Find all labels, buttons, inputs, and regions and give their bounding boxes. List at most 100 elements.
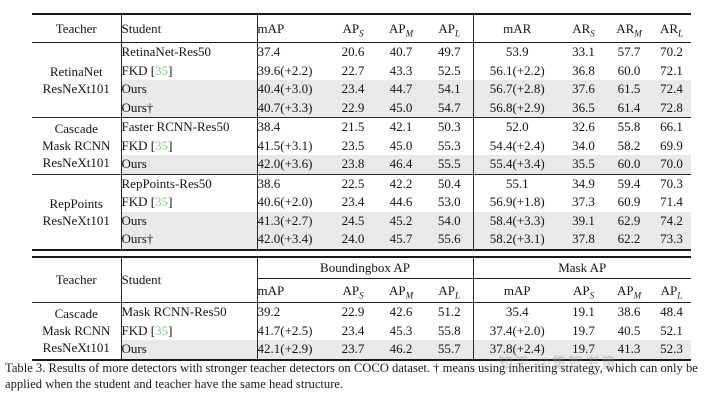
metric-value: 40.4(+3.0) bbox=[257, 81, 313, 96]
metric-value: 54.7 bbox=[426, 98, 474, 118]
table-row: FKD [35] 41.7(+2.5) 23.4 45.3 55.8 37.4(+2.0)… bbox=[32, 321, 691, 340]
results-table-mask: Teacher Student Boundingbox AP Mask AP mAP AP… bbox=[32, 256, 691, 361]
col-header-metric: mAP bbox=[257, 278, 330, 303]
metric-value: 57.7 bbox=[606, 42, 652, 62]
metric-value: 19.1 bbox=[561, 302, 606, 322]
metric-value: 72.4 bbox=[660, 81, 683, 96]
metric-value: 70.2 bbox=[652, 42, 691, 62]
col-header-metric: ARL bbox=[652, 14, 691, 43]
group-header: Boundingbox AP bbox=[257, 257, 474, 279]
metric-value: 52.3 bbox=[660, 341, 683, 356]
metric-value: 69.9 bbox=[660, 137, 683, 153]
col-header-metric: APL bbox=[426, 278, 474, 303]
metric-value: 42.0(+3.6) bbox=[257, 156, 313, 171]
col-header-metric: APM bbox=[606, 278, 652, 303]
metric-value: 24.0 bbox=[341, 231, 365, 246]
metric-value: 56.8(+2.9) bbox=[489, 99, 545, 115]
metric-value: 34.0 bbox=[572, 137, 595, 153]
table-row: Ours† 42.0(+3.4) 24.0 45.7 55.6 58.2(+3.1) 37.… bbox=[32, 230, 691, 250]
table-row: Ours 40.4(+3.0) 23.4 44.7 54.1 56.7(+2.8) 37.6… bbox=[32, 80, 691, 99]
metric-value: 40.5 bbox=[617, 322, 641, 338]
metric-value: 19.7 bbox=[572, 322, 595, 338]
table-row: FKD [35] 40.6(+2.0) 23.4 44.6 53.0 56.9(+1.8)… bbox=[32, 193, 691, 212]
metric-value: 66.1 bbox=[652, 117, 691, 137]
col-header-metric: mAP bbox=[257, 14, 330, 43]
citation-link[interactable]: 35 bbox=[155, 194, 169, 209]
metric-value: 35.4 bbox=[473, 302, 561, 322]
citation-link[interactable]: 35 bbox=[155, 322, 169, 338]
col-header-teacher: Teacher bbox=[32, 257, 122, 303]
citation-link[interactable]: 35 bbox=[155, 137, 169, 153]
metric-value: 22.5 bbox=[330, 173, 376, 193]
col-header-metric: mAR bbox=[473, 14, 561, 43]
student-cell: FKD [35] bbox=[121, 61, 258, 80]
student-cell: FKD [35] bbox=[121, 193, 258, 212]
metric-value: 45.3 bbox=[389, 322, 413, 338]
metric-value: 74.2 bbox=[660, 212, 683, 228]
metric-value: 45.2 bbox=[389, 212, 413, 228]
metric-value: 42.0(+3.4) bbox=[257, 231, 313, 246]
student-cell: Ours bbox=[121, 211, 258, 230]
metric-value: 39.2 bbox=[257, 302, 330, 322]
metric-value: 70.3 bbox=[652, 173, 691, 193]
metric-value: 58.4(+3.3) bbox=[489, 212, 545, 228]
header-metric-row: mAP APS APM APL mAP APS APM APL bbox=[32, 278, 691, 303]
table-row: Cascade Mask RCNN ResNeXt101 Faster RCNN-Re… bbox=[32, 117, 691, 174]
metric-value: 45.7 bbox=[389, 231, 413, 246]
metric-value: 37.8 bbox=[572, 231, 595, 246]
col-header-metric: APS bbox=[330, 278, 376, 303]
metric-value: 44.7 bbox=[389, 81, 413, 96]
metric-value: 55.6 bbox=[426, 230, 474, 250]
metric-value: 22.9 bbox=[330, 302, 376, 322]
metric-value: 52.5 bbox=[426, 61, 474, 80]
metric-value: 41.5(+3.1) bbox=[257, 137, 313, 153]
metric-value: 22.7 bbox=[341, 62, 365, 78]
metric-value: 60.9 bbox=[617, 194, 641, 209]
metric-value: 43.3 bbox=[389, 62, 413, 78]
col-header-metric: APS bbox=[561, 278, 606, 303]
metric-value: 55.8 bbox=[606, 117, 652, 137]
metric-value: 37.3 bbox=[572, 194, 595, 209]
student-cell: Faster RCNN-Res50 bbox=[121, 117, 258, 137]
metric-value: 56.1(+2.2) bbox=[489, 62, 545, 78]
student-cell: Ours† bbox=[121, 98, 258, 118]
metric-value: 58.2(+3.1) bbox=[489, 231, 545, 246]
header-group-row: Teacher Student Boundingbox AP Mask AP bbox=[32, 257, 691, 303]
metric-value: 54.1 bbox=[426, 80, 474, 99]
metric-value: 33.1 bbox=[561, 42, 606, 62]
table-row: FKD [35] 39.6(+2.2) 22.7 43.3 52.5 56.1(+2.2)… bbox=[32, 61, 691, 80]
metric-value: 49.7 bbox=[426, 42, 474, 62]
metric-value: 54.4(+2.4) bbox=[489, 137, 545, 153]
col-header-metric: ARS bbox=[561, 14, 606, 43]
metric-value: 23.8 bbox=[341, 156, 365, 171]
metric-value: 55.1 bbox=[473, 173, 561, 193]
metric-value: 56.7(+2.8) bbox=[489, 81, 545, 96]
metric-value: 23.4 bbox=[341, 322, 365, 338]
metric-value: 37.4(+2.0) bbox=[489, 322, 545, 338]
metric-value: 70.0 bbox=[660, 156, 683, 171]
metric-value: 50.4 bbox=[426, 173, 474, 193]
student-cell: Ours bbox=[121, 80, 258, 99]
group-header: Mask AP bbox=[473, 257, 691, 279]
metric-value: 56.9(+1.8) bbox=[489, 194, 545, 209]
metric-value: 40.6(+2.0) bbox=[257, 194, 313, 209]
col-header-metric: APL bbox=[652, 278, 691, 303]
metric-value: 34.9 bbox=[561, 173, 606, 193]
metric-value: 60.0 bbox=[617, 62, 641, 78]
metric-value: 72.8 bbox=[660, 99, 683, 115]
metric-value: 53.0 bbox=[426, 193, 474, 212]
table2-grid: Teacher Student Boundingbox AP Mask AP mAP AP… bbox=[32, 256, 691, 361]
metric-value: 24.5 bbox=[341, 212, 365, 228]
metric-value: 23.7 bbox=[341, 341, 365, 356]
metric-value: 42.6 bbox=[376, 302, 426, 322]
metric-value: 39.6(+2.2) bbox=[257, 62, 313, 78]
metric-value: 19.7 bbox=[572, 341, 595, 356]
metric-value: 41.3(+2.7) bbox=[257, 212, 313, 228]
metric-value: 42.1(+2.9) bbox=[257, 341, 313, 356]
citation-link[interactable]: 35 bbox=[155, 62, 169, 78]
table-row: Ours 41.3(+2.7) 24.5 45.2 54.0 58.4(+3.3) 39.1… bbox=[32, 211, 691, 230]
col-header-metric: APL bbox=[426, 14, 474, 43]
metric-value: 32.6 bbox=[561, 117, 606, 137]
table-row: RetinaNet ResNeXt101 RetinaNet-Res50 37.4 20… bbox=[32, 42, 691, 118]
